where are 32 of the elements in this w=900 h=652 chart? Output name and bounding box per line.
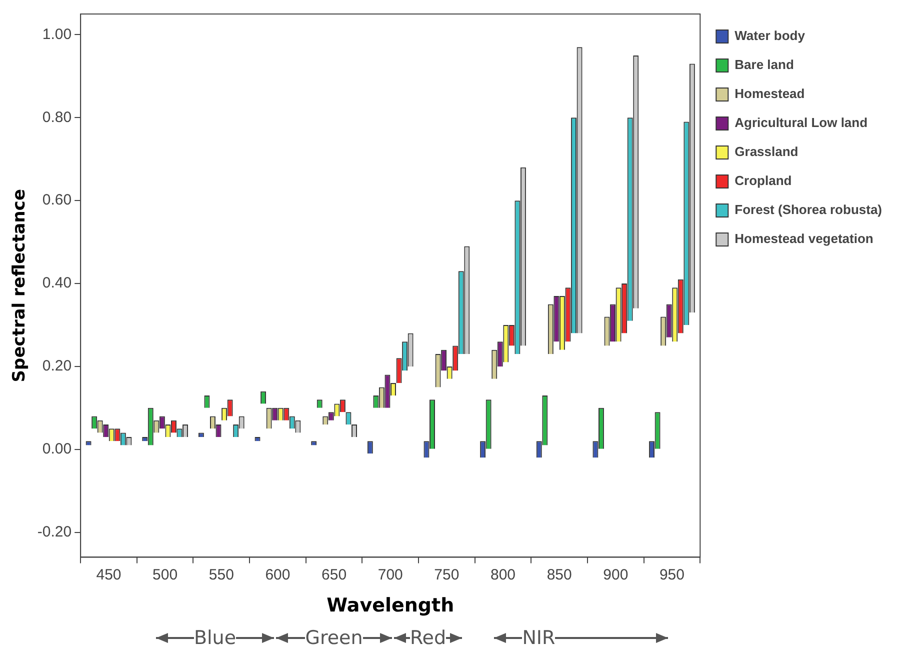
y-tick-label: 1.00 — [42, 26, 72, 43]
text: NIR — [522, 627, 556, 649]
x-axis-title: Wavelength — [326, 594, 454, 617]
legend-label: Forest (Shorea robusta) — [734, 202, 882, 218]
y-tick-label: -0.20 — [37, 523, 72, 540]
legend-label: Water body — [734, 28, 806, 44]
x-tick-label: 950 — [659, 566, 684, 584]
legend-label: Agricultural Low land — [734, 115, 868, 130]
x-tick-label: 550 — [208, 566, 234, 584]
x-tick-label: 450 — [96, 566, 122, 584]
y-tick-label: 0.00 — [42, 440, 72, 458]
x-tick-label: 850 — [546, 566, 572, 584]
y-tick-label: 0.40 — [42, 274, 72, 292]
x-tick-label: 600 — [265, 566, 290, 584]
y-tick-label: 0.80 — [42, 108, 72, 126]
x-tick-label: 500 — [152, 566, 178, 584]
x-tick-label: 700 — [378, 566, 403, 584]
legend-label: Homestead vegetation — [734, 231, 874, 246]
x-tick-label: 650 — [322, 566, 347, 584]
x-tick-label: 750 — [434, 566, 460, 584]
legend-label: Homestead — [734, 86, 805, 102]
x-tick-label: 800 — [490, 566, 516, 584]
y-axis-title: Spectral reflectance — [10, 189, 30, 382]
legend-label: Bare land — [734, 57, 794, 72]
legend-label: Cropland — [734, 173, 792, 188]
text: Blue — [194, 627, 236, 649]
text: Green — [305, 627, 363, 649]
y-tick-label: 0.20 — [42, 358, 72, 375]
y-tick-label: 0.60 — [42, 192, 72, 209]
legend-label: Grassland — [734, 144, 798, 160]
text: Red — [410, 627, 446, 649]
x-tick-label: 900 — [603, 566, 628, 584]
